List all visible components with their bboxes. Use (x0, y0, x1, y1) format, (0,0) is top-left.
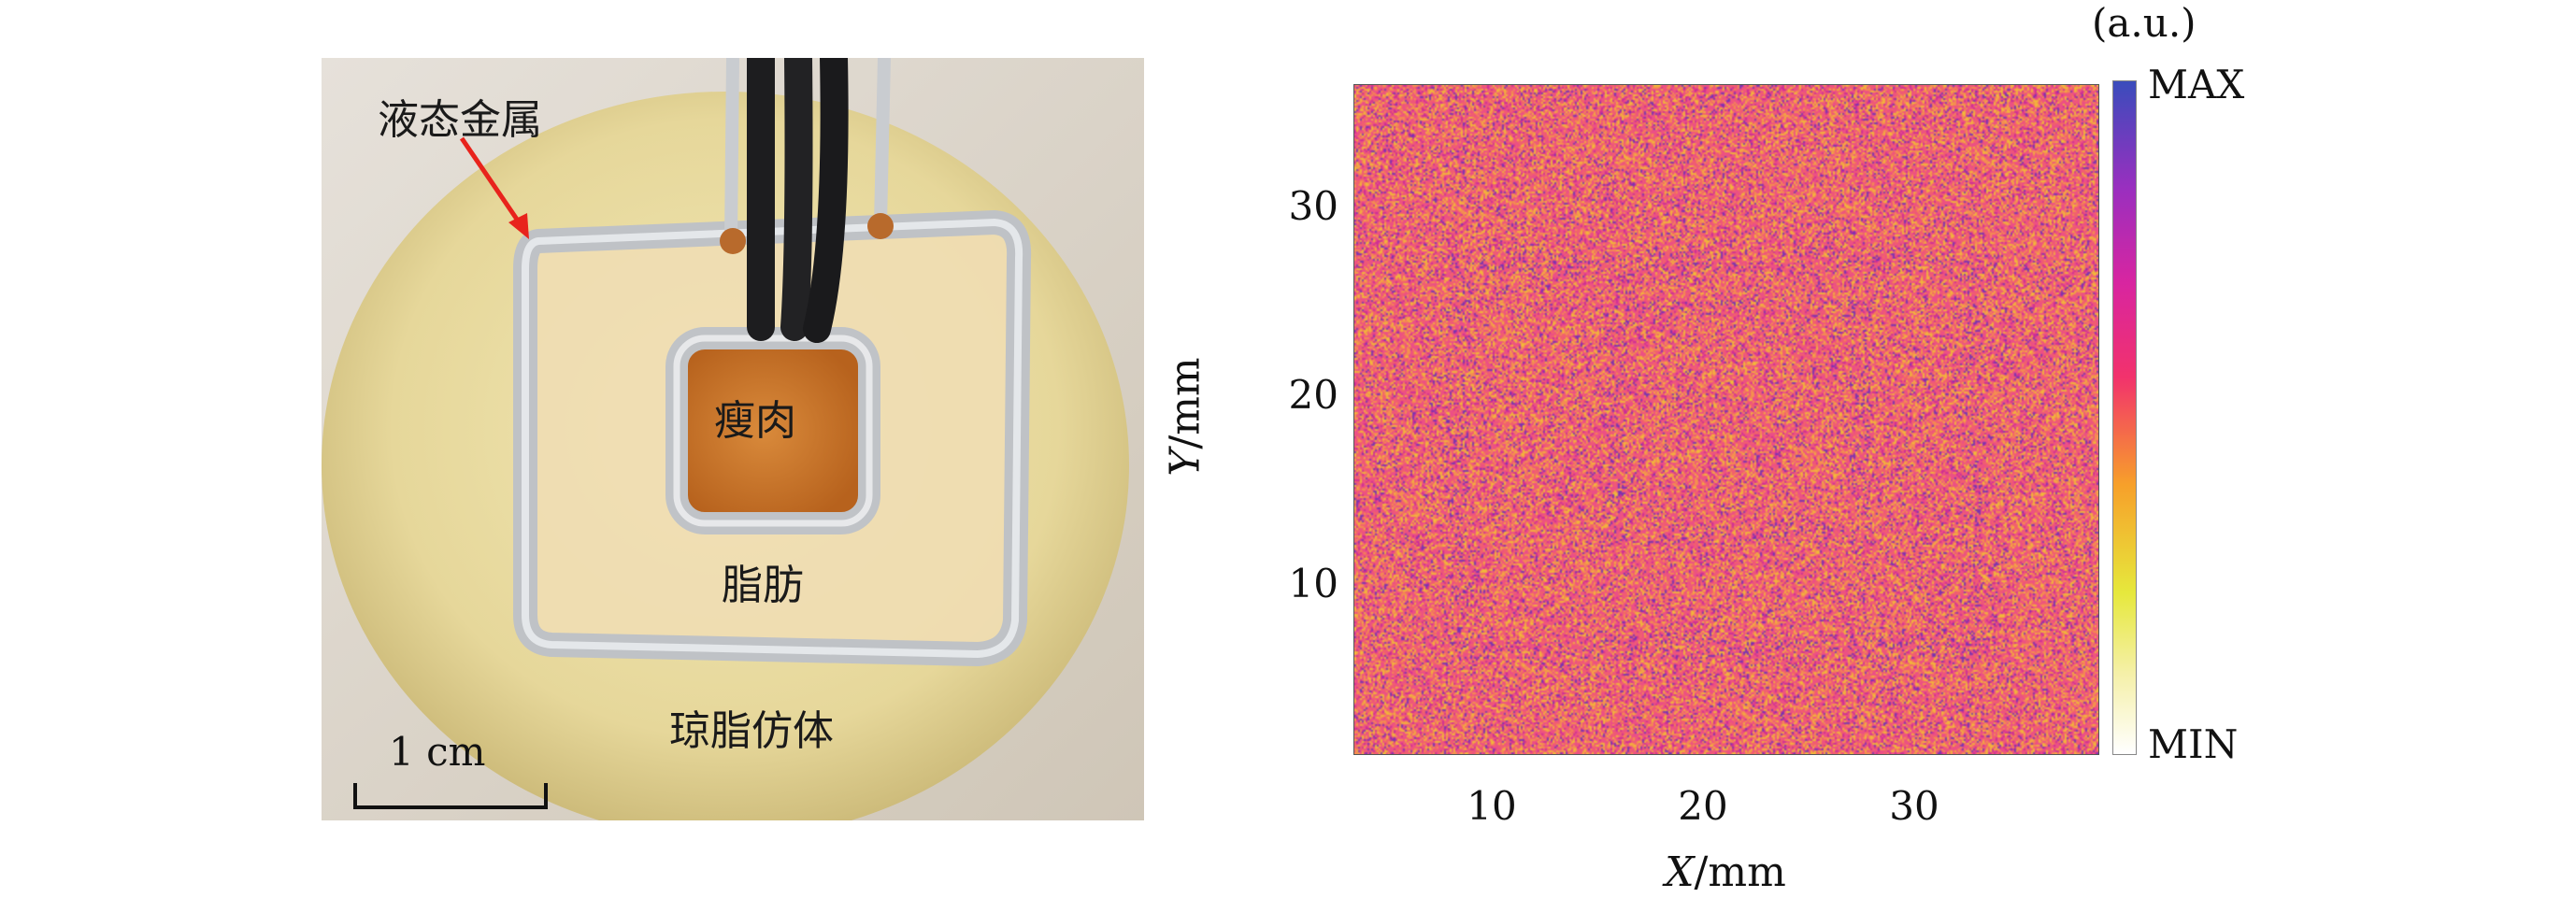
x-axis-var: X (1665, 848, 1695, 896)
y-axis-unit: /mm (1161, 357, 1209, 449)
lean-meat-region (684, 348, 862, 514)
scale-bar-label: 1 cm (389, 729, 486, 775)
y-tick-label: 30 (1288, 183, 1338, 229)
colorbar (2112, 80, 2137, 755)
scale-bar (353, 783, 548, 809)
lean-meat-label: 瘦肉 (714, 397, 796, 445)
reconstructed-image (1354, 85, 2098, 754)
arrow-icon (459, 136, 529, 239)
cable-bundle (720, 58, 894, 343)
x-tick-label: 20 (1678, 783, 1728, 829)
colorbar-min-label: MIN (2148, 721, 2239, 767)
phantom-photo: 液态金属 瘦肉 脂肪 琼脂仿体 1 cm (322, 58, 1144, 820)
colorbar-unit: (a.u.) (2092, 0, 2197, 46)
x-tick-label: 10 (1467, 783, 1517, 829)
y-axis-label: Y/mm (1162, 357, 1209, 476)
image-plot-area (1353, 84, 2099, 755)
y-tick-label: 20 (1288, 372, 1338, 418)
y-tick-label: 10 (1288, 561, 1338, 606)
x-axis-label: X/mm (1665, 848, 1786, 896)
phantom-photo-illustration (322, 58, 1144, 820)
fat-label: 脂肪 (722, 562, 804, 609)
x-tick-label: 30 (1889, 783, 1939, 829)
agar-phantom-label: 琼脂仿体 (669, 707, 834, 755)
x-axis-unit: /mm (1694, 848, 1786, 896)
liquid-metal-label: 液态金属 (378, 96, 542, 144)
colorbar-max-label: MAX (2148, 62, 2245, 107)
y-axis-var: Y (1161, 449, 1209, 477)
